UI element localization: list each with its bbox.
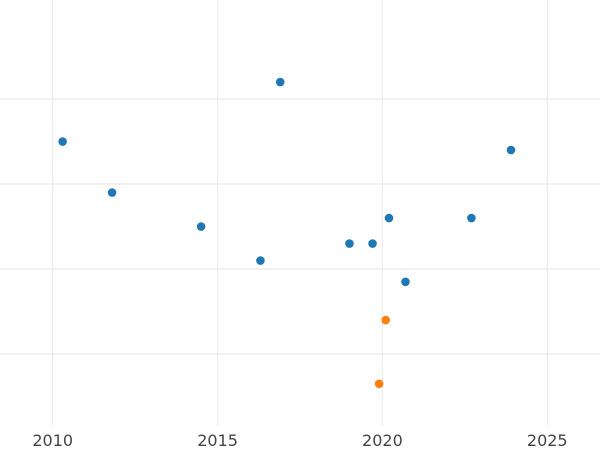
x-tick-label-2020: 2020 [362,431,403,450]
data-point-s0-8 [401,277,410,287]
x-tick-label-2025: 2025 [527,431,568,450]
data-point-s0-3 [256,256,265,265]
data-point-s0-7 [384,213,394,223]
x-axis-tick-labels: 2010 2015 2020 2025 [32,431,567,450]
horizontal-gridlines [0,98,600,355]
data-point-s1-0 [381,315,391,325]
x-tick-label-2015: 2015 [197,431,238,450]
data-point-s0-1 [107,188,117,197]
data-point-s0-6 [368,239,377,248]
data-point-s0-4 [275,77,285,87]
data-points [58,77,516,389]
data-point-s0-2 [196,222,206,231]
data-point-s0-9 [467,213,476,223]
data-point-s1-1 [374,379,384,389]
data-point-s0-0 [58,137,67,146]
x-tick-label-2010: 2010 [32,431,73,450]
data-point-s0-10 [506,145,516,155]
vertical-gridlines [52,0,548,425]
data-point-s0-5 [345,239,354,248]
